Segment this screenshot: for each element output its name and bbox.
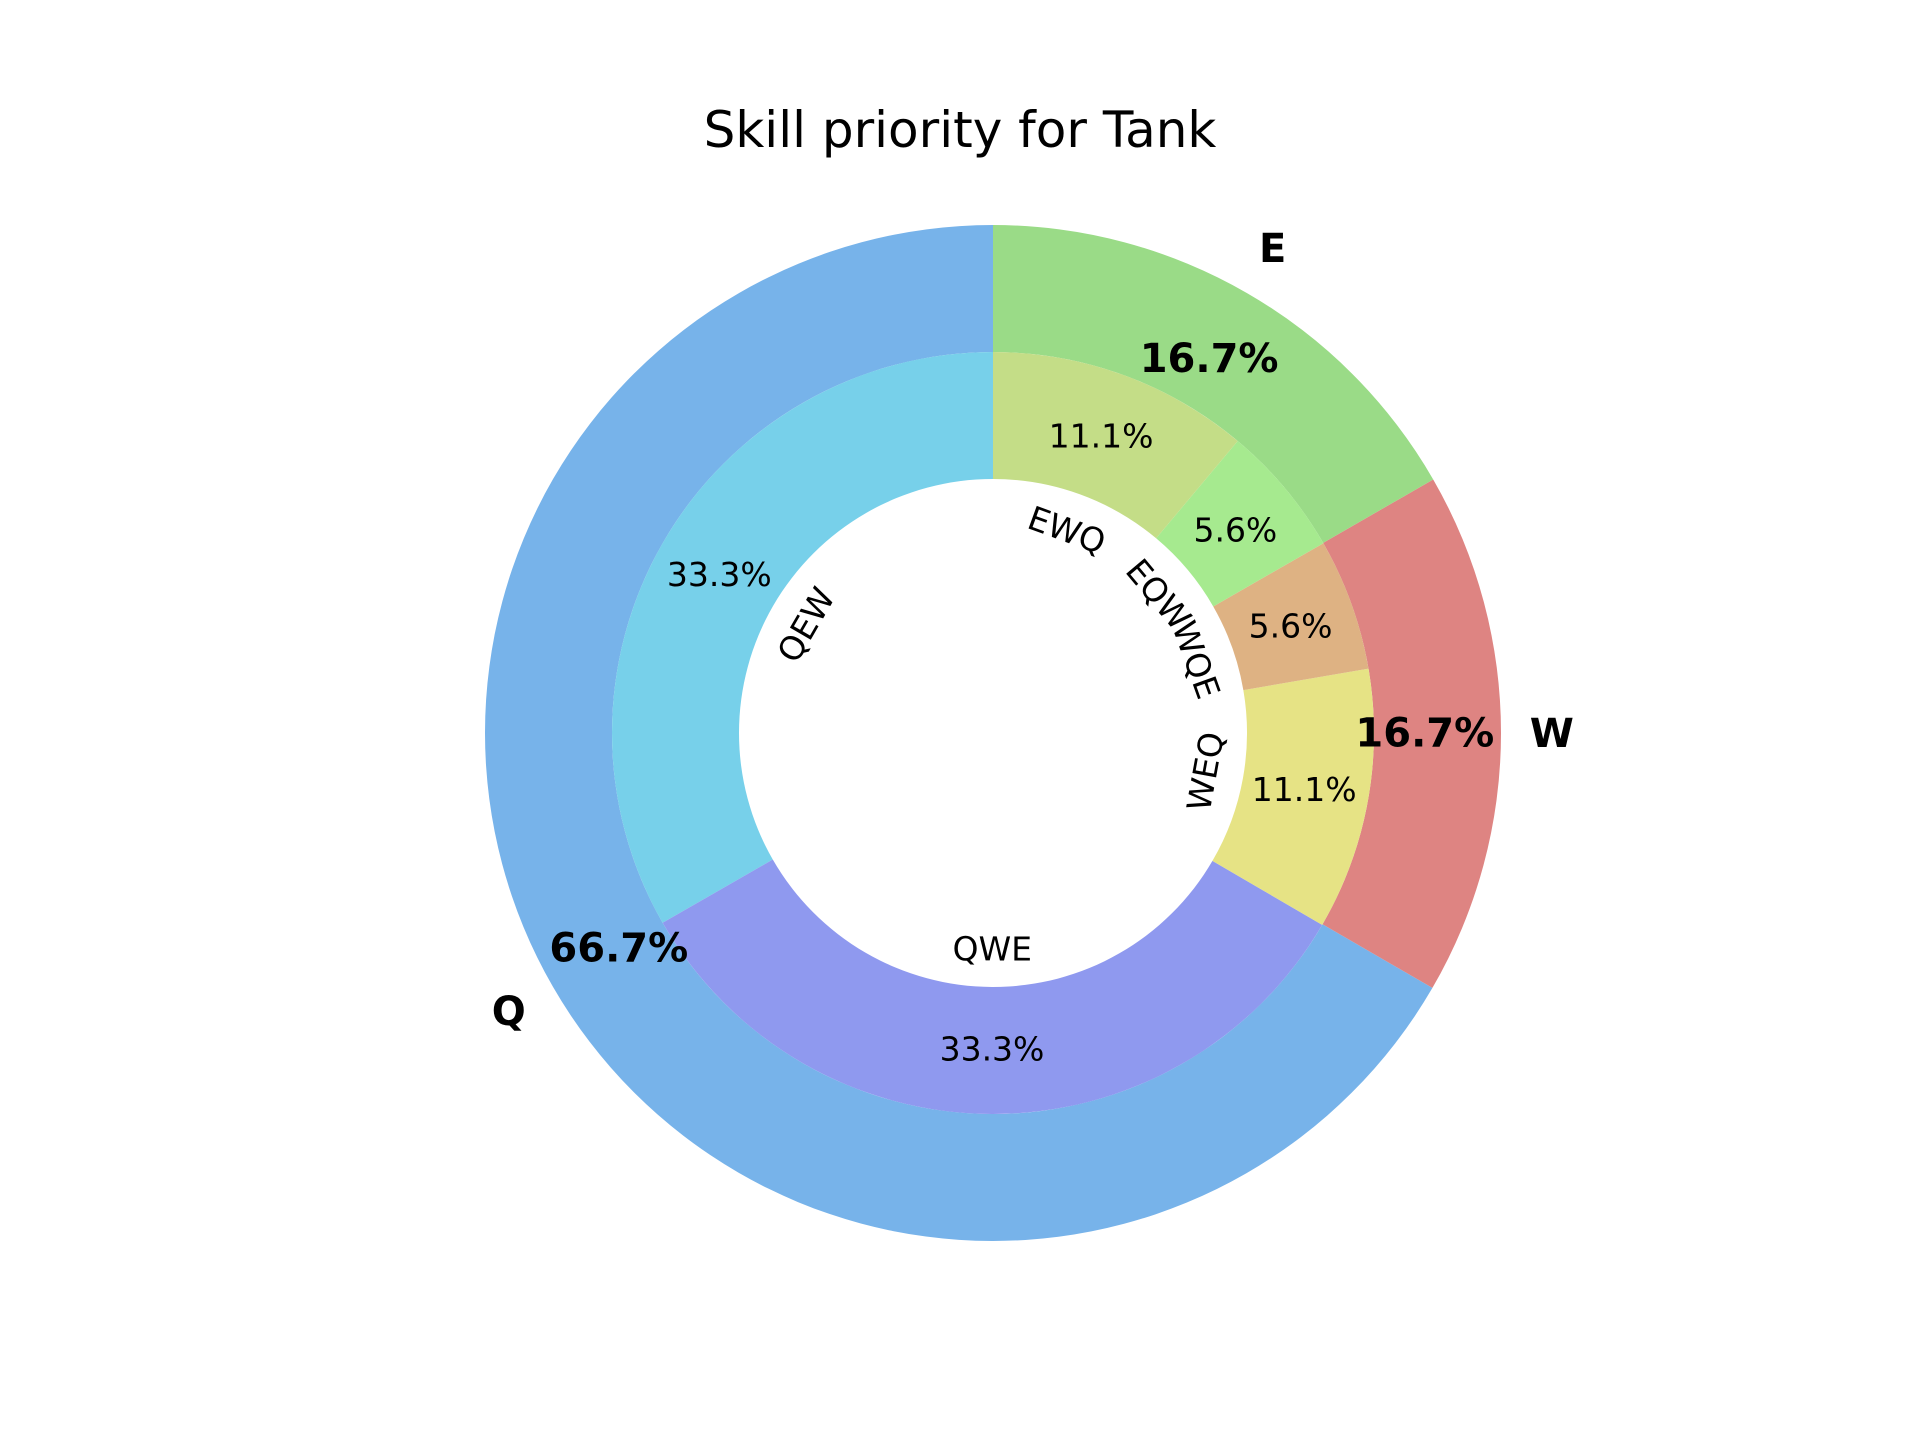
inner-pct-ewq: 11.1% [1049, 416, 1154, 455]
outer-label-w: W [1530, 711, 1574, 757]
inner-wedge-wqe [1213, 543, 1369, 691]
outer-label-e: E [1259, 226, 1286, 272]
inner-pct-weq: 11.1% [1252, 770, 1357, 809]
chart-title: Skill priority for Tank [703, 101, 1217, 159]
inner-wedge-qew [611, 352, 993, 923]
outer-wedge-e [993, 225, 1434, 543]
outer-pct-q: 66.7% [549, 926, 688, 972]
outer-ring [484, 225, 1501, 1242]
inner-wedge-eqw [1156, 440, 1324, 607]
inner-wedge-weq [1212, 668, 1374, 925]
outer-pct-e: 16.7% [1140, 336, 1279, 382]
inner-pct-wqe: 5.6% [1249, 606, 1333, 645]
outer-pct-w: 16.7% [1355, 711, 1494, 757]
inner-pct-qew: 33.3% [667, 555, 772, 594]
labels-layer: Q66.7%W16.7%E16.7%33.3%QEW33.3%QWE11.1%W… [492, 226, 1574, 1069]
inner-wedge-qwe [662, 859, 1323, 1114]
inner-label-weq: WEQ [1179, 729, 1232, 814]
inner-wedge-ewq [993, 352, 1238, 539]
inner-ring [611, 352, 1374, 1114]
inner-label-ewq: EWQ [1023, 498, 1111, 562]
outer-wedge-w [1322, 479, 1501, 988]
outer-label-q: Q [492, 989, 526, 1035]
inner-pct-eqw: 5.6% [1193, 510, 1277, 549]
inner-pct-qwe: 33.3% [940, 1030, 1045, 1069]
inner-label-qwe: QWE [953, 929, 1033, 968]
